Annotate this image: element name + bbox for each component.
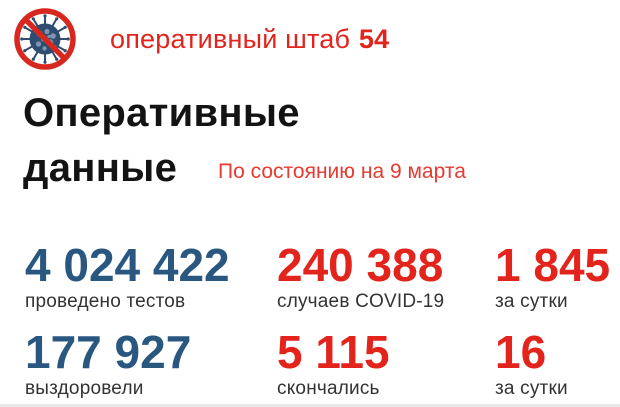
page-title-line2: данные <box>23 146 178 190</box>
brand-text: оперативный штаб <box>110 24 351 54</box>
stat-value: 177 927 <box>25 326 192 378</box>
stat-value: 240 388 <box>277 239 444 291</box>
page-title-line1: Оперативные <box>23 91 300 135</box>
stat-value: 4 024 422 <box>25 239 230 291</box>
stat-deaths-per-day: 16 за сутки <box>495 326 610 400</box>
stat-value: 1 845 <box>495 239 611 291</box>
page-title: Оперативные данные <box>23 86 300 196</box>
bottom-divider <box>0 404 620 407</box>
date-note: По состоянию на 9 марта <box>218 160 466 183</box>
stat-label: скончались <box>277 378 380 399</box>
stat-label: за сутки <box>495 291 568 312</box>
brand-region-number: 54 <box>358 24 390 54</box>
stat-label: выздоровели <box>25 378 144 399</box>
no-coronavirus-icon <box>14 8 76 70</box>
stat-recovered: 177 927 выздоровели <box>25 326 277 400</box>
stat-cases-total: 240 388 случаев COVID-19 <box>277 239 495 313</box>
no-virus-logo <box>13 7 77 71</box>
stat-cases-per-day: 1 845 за сутки <box>495 239 611 313</box>
stat-label: за сутки <box>495 378 568 399</box>
stat-tests: 4 024 422 проведено тестов <box>25 239 277 313</box>
stat-label: проведено тестов <box>25 291 186 312</box>
stats-grid: 4 024 422 проведено тестов 240 388 случа… <box>25 239 610 400</box>
stat-value: 5 115 <box>277 326 390 378</box>
stat-label: случаев COVID-19 <box>277 291 445 312</box>
stat-deaths-total: 5 115 скончались <box>277 326 495 400</box>
brand-title: оперативный штаб 54 <box>110 24 389 54</box>
stat-value: 16 <box>495 326 547 378</box>
